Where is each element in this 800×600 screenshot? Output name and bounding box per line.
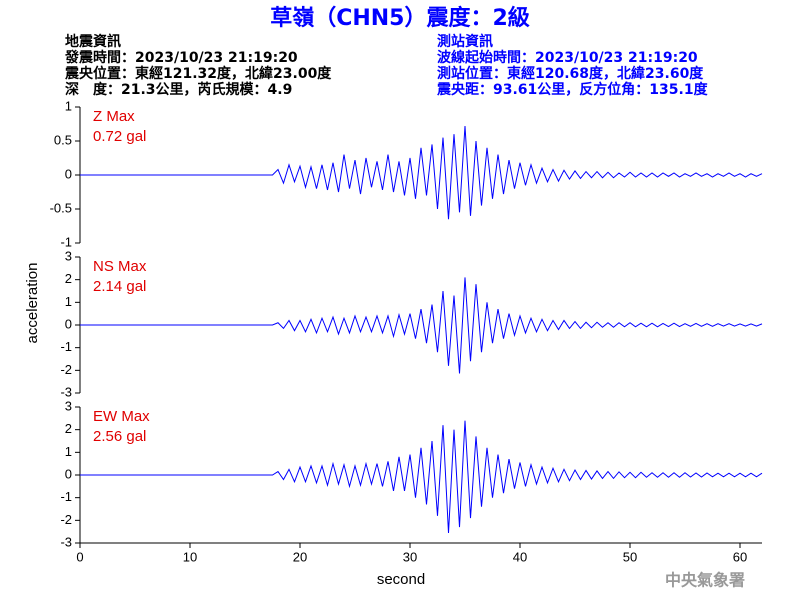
x-tick-label: 10 (183, 549, 197, 564)
waveform (80, 126, 763, 220)
info-line: 測站資訊 (437, 33, 493, 50)
info-line: 深 度：21.3公里，芮氏規模：4.9 (65, 81, 292, 98)
x-axis-label: second (377, 571, 425, 588)
y-axis-label: acceleration (24, 263, 41, 344)
waveform (80, 420, 763, 534)
x-tick-label: 20 (293, 549, 307, 564)
panel-title: Z Max (93, 108, 135, 125)
chart-title: 草嶺（CHN5）震度：2級 (270, 5, 530, 31)
y-tick-label: 2 (65, 271, 72, 286)
y-tick-label: -2 (60, 362, 72, 377)
y-tick-label: -1 (60, 339, 72, 354)
y-tick-label: 3 (65, 248, 72, 263)
x-tick-label: 60 (733, 549, 747, 564)
y-tick-label: 1 (65, 444, 72, 459)
info-line: 發震時間：2023/10/23 21:19:20 (64, 49, 298, 66)
panel-subtitle: 2.56 gal (93, 428, 146, 445)
panel-title: NS Max (93, 258, 147, 275)
y-tick-label: -0.5 (50, 200, 72, 215)
y-tick-label: 1 (65, 98, 72, 113)
y-tick-label: 0 (65, 316, 72, 331)
info-line: 波線起始時間：2023/10/23 21:19:20 (437, 49, 698, 66)
panel-title: EW Max (93, 408, 150, 425)
panel-subtitle: 0.72 gal (93, 128, 146, 145)
y-tick-label: -2 (60, 512, 72, 527)
y-tick-label: -3 (60, 384, 72, 399)
y-tick-label: 0.5 (54, 132, 72, 147)
info-line: 震央距：93.61公里，反方位角：135.1度 (436, 81, 709, 98)
y-tick-label: 0 (65, 466, 72, 481)
y-tick-label: -1 (60, 489, 72, 504)
y-tick-label: 1 (65, 294, 72, 309)
waveform (80, 277, 763, 374)
y-tick-label: -1 (60, 234, 72, 249)
panel-subtitle: 2.14 gal (93, 278, 146, 295)
info-line: 地震資訊 (65, 33, 121, 50)
info-line: 測站位置：東經120.68度，北緯23.60度 (437, 65, 704, 82)
x-tick-label: 50 (623, 549, 637, 564)
y-tick-label: 3 (65, 398, 72, 413)
info-line: 震央位置：東經121.32度，北緯23.00度 (64, 65, 332, 82)
footer: 中央氣象署 (665, 571, 745, 590)
y-tick-label: 2 (65, 421, 72, 436)
x-tick-label: 40 (513, 549, 527, 564)
x-tick-label: 30 (403, 549, 417, 564)
x-tick-label: 0 (76, 549, 83, 564)
y-tick-label: 0 (65, 166, 72, 181)
y-tick-label: -3 (60, 534, 72, 549)
